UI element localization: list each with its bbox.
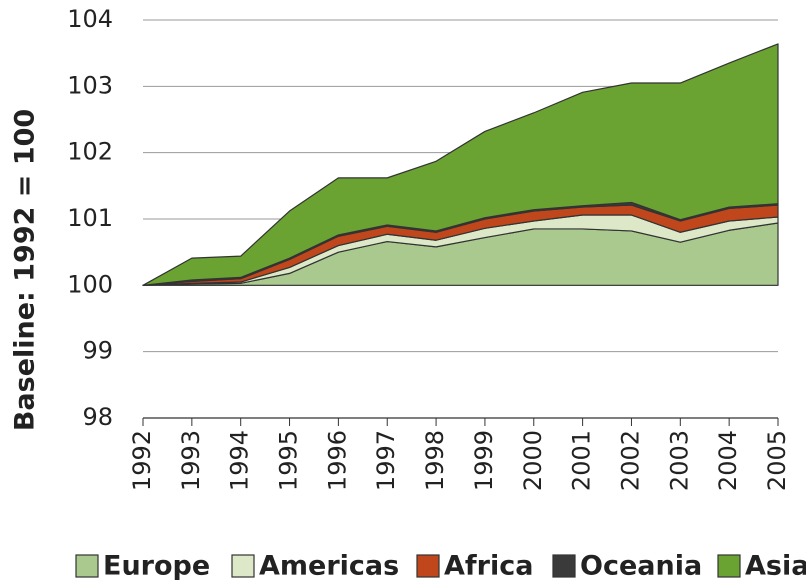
y-tick-label: 102 [67, 138, 113, 166]
legend-label: Europe [103, 551, 210, 582]
x-tick-label: 1996 [323, 430, 351, 491]
x-tick-label: 1993 [177, 430, 205, 491]
x-tick-label: 2001 [568, 430, 596, 491]
legend-swatch [717, 554, 741, 578]
legend-label: Americas [259, 551, 399, 582]
x-tick-label: 2005 [763, 430, 791, 491]
x-tick-label: 2004 [714, 430, 742, 491]
x-tick-label: 1992 [128, 430, 156, 491]
area [142, 43, 779, 286]
y-tick-label: 101 [67, 204, 113, 232]
y-tick-label: 103 [67, 71, 113, 99]
x-tick-label: 1995 [275, 430, 303, 491]
legend-swatch [552, 554, 576, 578]
x-tick-label: 2003 [665, 430, 693, 491]
legend-swatch [75, 554, 99, 578]
legend-swatch [231, 554, 255, 578]
y-axis-title: Baseline: 1992 = 100 [10, 109, 41, 431]
legend-label: Oceania [580, 551, 702, 582]
x-tick-label: 1999 [470, 430, 498, 491]
y-tick-label: 98 [82, 403, 113, 431]
legend-label: Africa [444, 551, 533, 582]
x-tick-label: 1997 [372, 430, 400, 491]
legend-swatch [416, 554, 440, 578]
y-tick-label: 100 [67, 270, 113, 298]
y-tick-label: 104 [67, 5, 113, 33]
x-tick-label: 1994 [226, 430, 254, 491]
x-tick-label: 1998 [421, 430, 449, 491]
y-tick-label: 99 [82, 337, 113, 365]
x-tick-label: 2002 [616, 430, 644, 491]
x-tick-label: 2000 [519, 430, 547, 491]
legend-label: Asia [745, 551, 806, 582]
